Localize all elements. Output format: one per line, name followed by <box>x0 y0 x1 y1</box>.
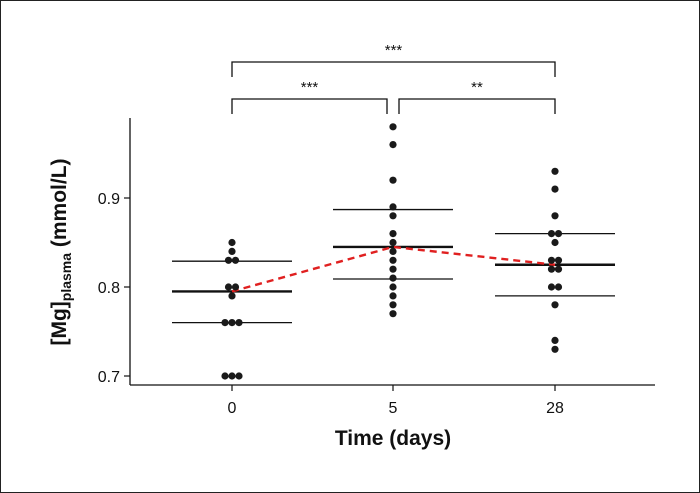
data-point <box>228 319 236 327</box>
data-point <box>389 256 397 264</box>
data-point <box>389 283 397 291</box>
data-point <box>389 203 397 211</box>
data-point <box>235 319 243 327</box>
data-point <box>231 283 240 291</box>
data-point <box>554 256 563 264</box>
data-point <box>551 345 559 353</box>
significance-label: ** <box>471 79 483 96</box>
data-point <box>389 123 397 131</box>
data-point <box>389 310 397 318</box>
x-axis-title: Time (days) <box>335 427 451 450</box>
significance-bracket <box>231 98 388 114</box>
data-point <box>547 283 556 291</box>
y-tick-label: 0.7 <box>98 369 120 386</box>
data-point <box>389 247 397 255</box>
data-point <box>551 167 559 175</box>
data-point <box>228 238 236 247</box>
data-point <box>554 265 563 273</box>
data-point <box>389 230 397 238</box>
x-tick-label: 5 <box>389 400 398 417</box>
data-point <box>551 238 559 247</box>
significance-brackets: ****** ** <box>231 42 556 114</box>
data-point <box>551 212 559 220</box>
data-point <box>389 265 397 273</box>
x-tick-label: 0 <box>228 400 237 417</box>
data-point <box>228 247 236 255</box>
data-point <box>221 319 229 327</box>
data-point <box>551 336 559 344</box>
data-point <box>551 185 559 193</box>
y-axis-ticks: 0.7 0.8 0.9 <box>98 191 130 386</box>
data-point <box>554 283 563 291</box>
data-point <box>231 256 240 264</box>
significance-label: *** <box>385 42 403 59</box>
y-axis-title-unit: (mmol/L) <box>48 158 71 253</box>
data-point <box>235 372 243 380</box>
y-tick-label: 0.9 <box>98 191 120 208</box>
data-points <box>221 123 563 380</box>
data-point <box>547 230 556 238</box>
data-point <box>389 292 397 300</box>
data-point <box>551 301 559 309</box>
significance-bracket <box>398 98 556 114</box>
data-point <box>547 265 556 273</box>
x-tick-label: 28 <box>546 400 564 417</box>
y-axis-title: [Mg]plasma (mmol/L) <box>48 158 74 345</box>
data-point <box>389 238 397 247</box>
data-point <box>554 230 563 238</box>
data-point <box>228 372 236 380</box>
data-point <box>547 256 556 264</box>
data-point <box>389 301 397 309</box>
data-point <box>389 274 397 282</box>
data-point <box>389 141 397 149</box>
data-point <box>221 372 229 380</box>
y-axis-title-subscript: plasma <box>58 253 74 301</box>
y-tick-label: 0.8 <box>98 280 120 297</box>
significance-bracket <box>231 61 556 77</box>
data-point <box>389 176 397 184</box>
y-axis-title-main: [Mg] <box>48 301 71 345</box>
data-point <box>389 212 397 220</box>
data-point <box>224 283 233 291</box>
significance-label: *** <box>301 79 319 96</box>
data-point <box>228 292 236 300</box>
x-axis-ticks: 0 5 28 <box>228 385 564 417</box>
data-point <box>224 256 233 264</box>
